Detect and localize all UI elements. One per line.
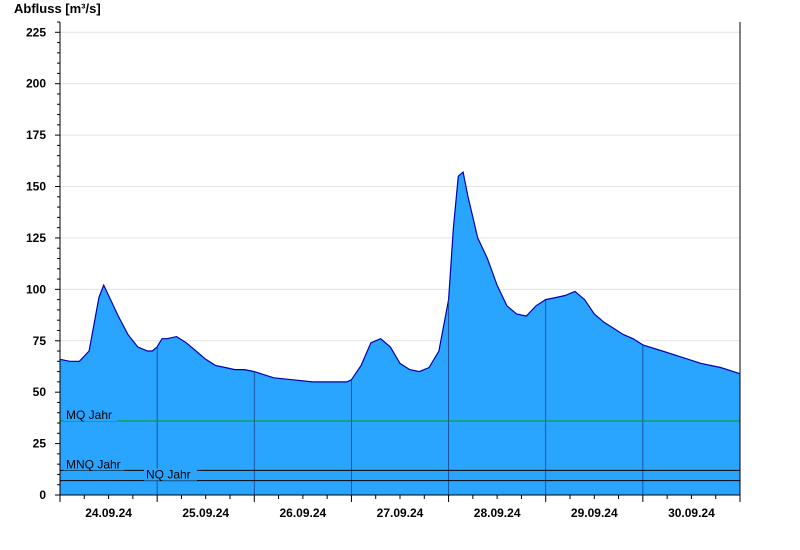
area-layer — [59, 170, 741, 495]
reference-line-label: MQ Jahr — [66, 408, 112, 422]
reference-label-bg — [64, 408, 117, 421]
x-tick-label: 27.09.24 — [377, 506, 424, 520]
x-tick-label: 30.09.24 — [668, 506, 715, 520]
x-tick-label: 28.09.24 — [474, 506, 521, 520]
discharge-line — [59, 170, 741, 383]
y-tick-label: 200 — [26, 77, 46, 91]
y-tick-label: 100 — [26, 282, 46, 296]
y-tick-label: 150 — [26, 180, 46, 194]
x-tick-label: 26.09.24 — [279, 506, 326, 520]
x-tick-label: 29.09.24 — [571, 506, 618, 520]
y-tick-label: 175 — [26, 128, 46, 142]
reference-line-label: NQ Jahr — [146, 468, 191, 482]
y-tick-label: 125 — [26, 231, 46, 245]
x-tick-labels: 24.09.24 25.09.24 26.09.24 27.09.24 28.09.24… — [85, 506, 715, 520]
reference-line-label: MNQ Jahr — [66, 457, 121, 471]
y-axis-label: Abfluss [m³/s] — [14, 1, 101, 16]
y-tick-label: 225 — [26, 25, 46, 39]
reference-label-bg — [64, 458, 124, 471]
y-tick-label: 25 — [33, 437, 47, 451]
discharge-area — [60, 172, 740, 495]
y-tick-label: 0 — [39, 488, 46, 502]
x-tick-label: 24.09.24 — [85, 506, 132, 520]
x-tick-label: 25.09.24 — [182, 506, 229, 520]
axes — [55, 21, 741, 502]
y-tick-label: 75 — [33, 334, 47, 348]
reference-label-bg — [144, 468, 197, 481]
y-tick-label: 50 — [33, 385, 47, 399]
reference-lines: MQ Jahr MNQ Jahr NQ Jahr — [60, 408, 740, 482]
y-tick-labels: 0 25 50 75 100 125 150 175 200 225 — [26, 25, 46, 502]
